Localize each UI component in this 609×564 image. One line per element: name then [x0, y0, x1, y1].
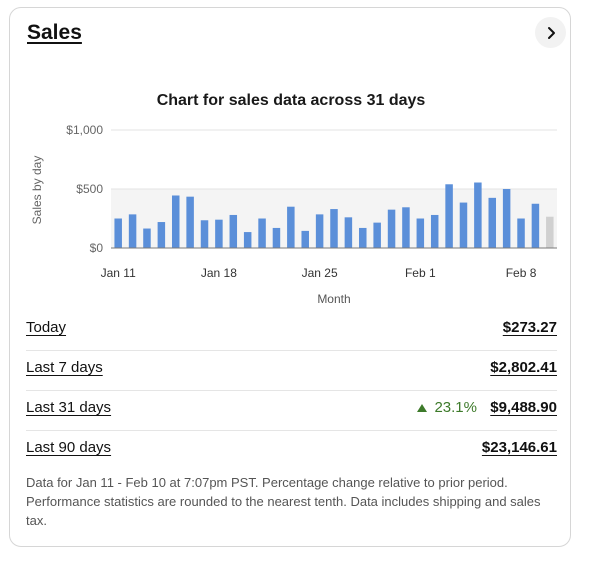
chart-bar: [546, 216, 554, 248]
period-link-today[interactable]: Today: [26, 319, 67, 336]
footnote: Data for Jan 11 - Feb 10 at 7:07pm PST. …: [26, 475, 541, 528]
x-tick-label: Feb 8: [506, 266, 537, 280]
chevron-right-icon: [547, 26, 555, 39]
y-tick-label: $0: [90, 241, 104, 255]
chart-bar: [128, 214, 137, 248]
period-value-90-days[interactable]: $23,146.61: [481, 439, 557, 456]
period-link-31-days[interactable]: Last 31 days: [26, 399, 112, 416]
chart-bar: [186, 196, 194, 248]
summary-row-31-days: Last 31 days 23.1% $9,488.90: [26, 391, 557, 431]
y-tick-label: $1,000: [66, 123, 103, 137]
chart-bar: [114, 218, 122, 248]
chart-bar: [215, 219, 223, 248]
chart-bar: [445, 184, 453, 248]
chart-bar: [502, 189, 511, 248]
period-link-7-days[interactable]: Last 7 days: [26, 359, 103, 376]
summary-row-today: Today $273.27: [26, 311, 557, 351]
period-link-90-days[interactable]: Last 90 days: [26, 439, 112, 456]
period-value-7-days[interactable]: $2,802.41: [490, 359, 557, 376]
chart-bar: [531, 203, 540, 248]
sales-chart: $0 $500 $1,000 Jan 11 Jan 18 Jan 25 Feb 1 Feb 8…: [30, 123, 557, 306]
chart-bar: [287, 206, 295, 248]
period-value-31-days[interactable]: $9,488.90: [490, 399, 557, 416]
chart-title: Chart for sales data across 31 days: [156, 92, 426, 109]
chart-bar: [315, 214, 324, 248]
chart-bar: [387, 209, 396, 248]
x-tick-label: Feb 1: [405, 266, 436, 280]
chart-bar: [330, 209, 338, 248]
change-indicator: 23.1%: [416, 399, 477, 416]
x-axis-title: Month: [317, 292, 350, 306]
chart-bar: [258, 218, 266, 248]
chart-bar: [416, 218, 425, 248]
chart-bar: [229, 214, 238, 248]
chart-bar: [373, 222, 381, 248]
chart-bar: [157, 222, 166, 248]
chart-bar: [402, 207, 410, 248]
y-tick-label: $500: [76, 182, 103, 196]
chart-bar: [143, 228, 151, 248]
x-tick-label: Jan 18: [201, 266, 237, 280]
chart-bar: [344, 217, 353, 248]
chart-bar: [459, 202, 468, 248]
period-value-today[interactable]: $273.27: [502, 319, 557, 336]
chart-bar: [243, 232, 252, 248]
chart-bar: [171, 195, 180, 248]
summary-row-90-days: Last 90 days $23,146.61: [26, 431, 557, 471]
chart-bar: [517, 218, 525, 248]
summary-row-7-days: Last 7 days $2,802.41: [26, 351, 557, 391]
sales-summary: Today $273.27 Last 7 days $2,802.41 Last…: [26, 311, 557, 471]
x-tick-label: Jan 25: [302, 266, 338, 280]
chart-bar: [272, 227, 281, 248]
chart-bar: [474, 182, 482, 248]
chart-bar: [430, 214, 439, 248]
y-axis-title: Sales by day: [30, 156, 44, 225]
sales-card: Sales Chart for sales data across 31 day…: [9, 7, 571, 547]
change-percent: 23.1%: [434, 399, 477, 416]
card-title[interactable]: Sales: [27, 21, 82, 44]
chart-bar: [488, 197, 497, 248]
x-tick-label: Jan 11: [101, 266, 136, 280]
chart-bar: [301, 230, 309, 248]
open-sales-button[interactable]: [535, 17, 566, 48]
chart-bar: [200, 220, 209, 248]
chart-bar: [359, 227, 367, 248]
triangle-up-icon: [417, 403, 428, 412]
